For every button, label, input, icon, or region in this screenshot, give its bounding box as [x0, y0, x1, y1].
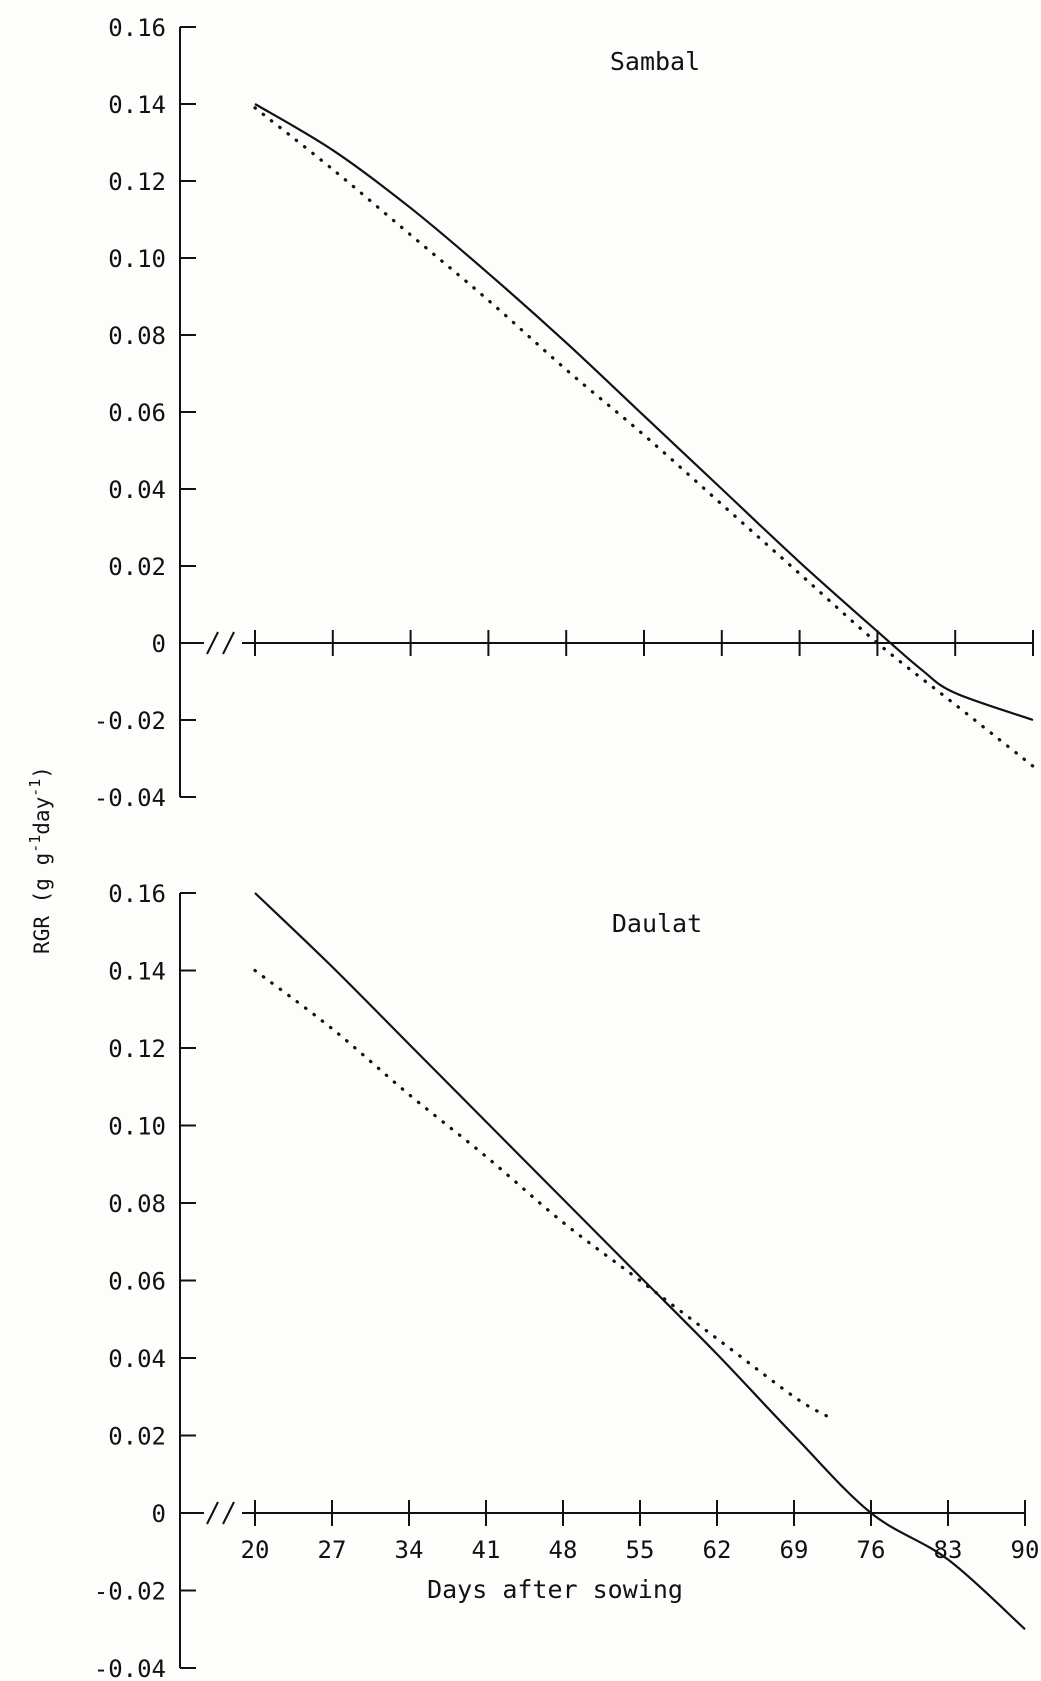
panel-daulat: 0.16 0.14 0.12 0.10 0.08 0.06 0.04 0.02 0 -0.02 -0… — [94, 880, 1040, 1681]
axis-break-mark — [206, 631, 219, 655]
y-tick-label: 0.04 — [108, 476, 166, 504]
y-tick-label: 0.02 — [108, 553, 166, 581]
y-tick-label: 0.04 — [108, 1345, 166, 1373]
x-tick-label: 41 — [472, 1536, 501, 1564]
x-tick-label: 55 — [626, 1536, 655, 1564]
x-tick-label: 90 — [1011, 1536, 1040, 1564]
y-tick-label: 0 — [152, 630, 166, 658]
x-tick-label: 27 — [318, 1536, 347, 1564]
x-axis-label: Days after sowing — [427, 1575, 683, 1604]
x-tick-label: 76 — [857, 1536, 886, 1564]
y-tick-label: 0.12 — [108, 168, 166, 196]
axis-break-mark — [206, 1501, 219, 1525]
y-tick-label: -0.04 — [94, 784, 166, 812]
y-tick-label: 0.14 — [108, 958, 166, 986]
panel-sambal: 0.16 0.14 0.12 0.10 0.08 0.06 0.04 0.02 0 -0.02 -0… — [94, 14, 1035, 812]
series-line-solid — [254, 103, 1034, 722]
panel-title: Daulat — [612, 909, 702, 938]
y-tick-label: 0.06 — [108, 399, 166, 427]
y-tick-label: -0.04 — [94, 1655, 166, 1681]
panel-title: Sambal — [610, 47, 700, 76]
y-tick-label: 0.12 — [108, 1035, 166, 1063]
y-tick-label: 0.02 — [108, 1423, 166, 1451]
series-line-dotted — [253, 968, 829, 1418]
axis-break-mark — [222, 1501, 235, 1525]
series-line-dotted — [253, 106, 1035, 768]
y-tick-label: 0.06 — [108, 1268, 166, 1296]
y-tick-label: -0.02 — [94, 1578, 166, 1606]
y-tick-label: 0.14 — [108, 91, 166, 119]
x-tick-label: 48 — [549, 1536, 578, 1564]
x-tick-label: 34 — [395, 1536, 424, 1564]
x-tick-label: 69 — [780, 1536, 809, 1564]
y-tick-label: 0.08 — [108, 1190, 166, 1218]
y-tick-label: 0.16 — [108, 880, 166, 908]
y-tick-label: -0.02 — [94, 707, 166, 735]
y-tick-label: 0 — [152, 1500, 166, 1528]
axis-break-mark — [222, 631, 235, 655]
y-tick-label: 0.10 — [108, 1113, 166, 1141]
x-tick-label: 62 — [703, 1536, 732, 1564]
y-tick-label: 0.08 — [108, 322, 166, 350]
y-tick-label: 0.10 — [108, 245, 166, 273]
x-tick-label: 20 — [241, 1536, 270, 1564]
y-tick-label: 0.16 — [108, 14, 166, 42]
series-line-solid — [254, 892, 1026, 1631]
y-axis-label: RGR (g g-1day-1) — [26, 766, 54, 954]
